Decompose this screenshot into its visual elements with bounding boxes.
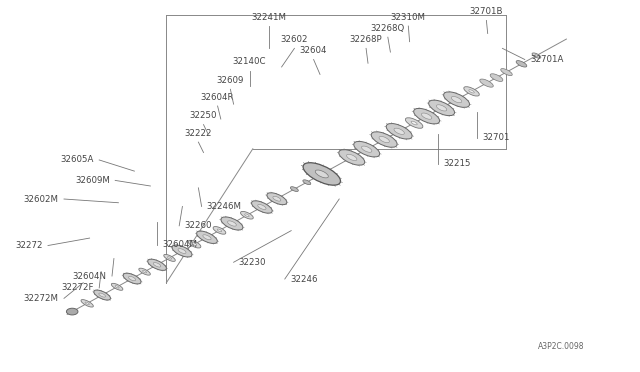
Ellipse shape bbox=[339, 150, 365, 165]
Ellipse shape bbox=[394, 128, 404, 134]
Ellipse shape bbox=[148, 259, 166, 270]
Text: 32140C: 32140C bbox=[233, 57, 266, 66]
Ellipse shape bbox=[81, 299, 93, 307]
Text: 32222: 32222 bbox=[185, 129, 212, 138]
Ellipse shape bbox=[221, 217, 243, 230]
Ellipse shape bbox=[258, 205, 266, 209]
Text: 32604M: 32604M bbox=[162, 240, 197, 249]
Ellipse shape bbox=[535, 55, 538, 57]
Ellipse shape bbox=[405, 118, 423, 128]
Ellipse shape bbox=[429, 100, 454, 116]
Text: 32604N: 32604N bbox=[73, 272, 107, 280]
Ellipse shape bbox=[188, 240, 201, 248]
Text: 32701: 32701 bbox=[482, 133, 509, 142]
Text: 32310M: 32310M bbox=[391, 13, 426, 22]
Ellipse shape bbox=[444, 92, 470, 108]
Ellipse shape bbox=[490, 74, 503, 81]
Ellipse shape bbox=[413, 108, 440, 124]
Ellipse shape bbox=[354, 141, 380, 157]
Ellipse shape bbox=[244, 214, 249, 217]
Text: 32272M: 32272M bbox=[24, 294, 59, 303]
Ellipse shape bbox=[111, 283, 123, 290]
Text: 32609: 32609 bbox=[217, 76, 244, 85]
Ellipse shape bbox=[154, 263, 161, 267]
Ellipse shape bbox=[85, 302, 90, 305]
Text: 32268Q: 32268Q bbox=[371, 24, 405, 33]
Ellipse shape bbox=[451, 96, 461, 103]
Ellipse shape bbox=[303, 163, 340, 185]
Ellipse shape bbox=[379, 137, 389, 142]
Ellipse shape bbox=[291, 187, 298, 192]
Ellipse shape bbox=[500, 68, 512, 76]
Ellipse shape bbox=[532, 53, 541, 58]
Ellipse shape bbox=[99, 293, 106, 297]
Text: 32701B: 32701B bbox=[470, 7, 503, 16]
Text: 32609M: 32609M bbox=[76, 176, 110, 185]
Text: 32272F: 32272F bbox=[61, 283, 94, 292]
Ellipse shape bbox=[464, 87, 479, 96]
Text: 32604: 32604 bbox=[300, 46, 327, 55]
Text: 32604R: 32604R bbox=[201, 93, 234, 102]
Ellipse shape bbox=[94, 290, 111, 300]
Ellipse shape bbox=[316, 170, 328, 178]
Ellipse shape bbox=[139, 268, 150, 275]
Ellipse shape bbox=[228, 221, 236, 226]
Text: 32605A: 32605A bbox=[61, 155, 94, 164]
Text: 32250: 32250 bbox=[190, 111, 217, 120]
Ellipse shape bbox=[273, 196, 281, 201]
Ellipse shape bbox=[252, 201, 272, 213]
Ellipse shape bbox=[164, 254, 175, 262]
Ellipse shape bbox=[516, 61, 527, 67]
Ellipse shape bbox=[129, 276, 136, 281]
Ellipse shape bbox=[436, 105, 447, 111]
Circle shape bbox=[67, 308, 78, 315]
Text: 32602M: 32602M bbox=[24, 195, 59, 203]
Ellipse shape bbox=[371, 132, 397, 147]
Ellipse shape bbox=[241, 211, 253, 219]
Ellipse shape bbox=[422, 113, 432, 119]
Ellipse shape bbox=[178, 248, 186, 253]
Ellipse shape bbox=[115, 286, 119, 288]
Ellipse shape bbox=[469, 90, 474, 93]
Ellipse shape bbox=[172, 245, 192, 257]
Ellipse shape bbox=[267, 193, 287, 205]
Ellipse shape bbox=[143, 270, 147, 273]
Text: A3P2C.0098: A3P2C.0098 bbox=[538, 342, 584, 351]
Text: 32272: 32272 bbox=[15, 241, 43, 250]
Ellipse shape bbox=[303, 180, 311, 185]
Text: 32246M: 32246M bbox=[207, 202, 242, 211]
Ellipse shape bbox=[362, 146, 372, 152]
Ellipse shape bbox=[168, 257, 172, 259]
Text: 32215: 32215 bbox=[444, 159, 471, 168]
Ellipse shape bbox=[192, 243, 196, 246]
Ellipse shape bbox=[213, 227, 226, 234]
Text: 32260: 32260 bbox=[184, 221, 212, 230]
Ellipse shape bbox=[196, 231, 218, 244]
Ellipse shape bbox=[217, 229, 221, 232]
Text: 32602: 32602 bbox=[281, 35, 308, 44]
Ellipse shape bbox=[411, 121, 417, 125]
Ellipse shape bbox=[203, 235, 211, 240]
Ellipse shape bbox=[386, 124, 412, 139]
Text: 32230: 32230 bbox=[239, 258, 266, 267]
Text: 32268P: 32268P bbox=[350, 35, 382, 44]
Ellipse shape bbox=[347, 154, 357, 161]
Text: 32241M: 32241M bbox=[252, 13, 286, 22]
Text: 32701A: 32701A bbox=[530, 55, 563, 64]
Ellipse shape bbox=[480, 79, 493, 87]
Ellipse shape bbox=[123, 273, 141, 284]
Text: 32246: 32246 bbox=[290, 275, 317, 283]
